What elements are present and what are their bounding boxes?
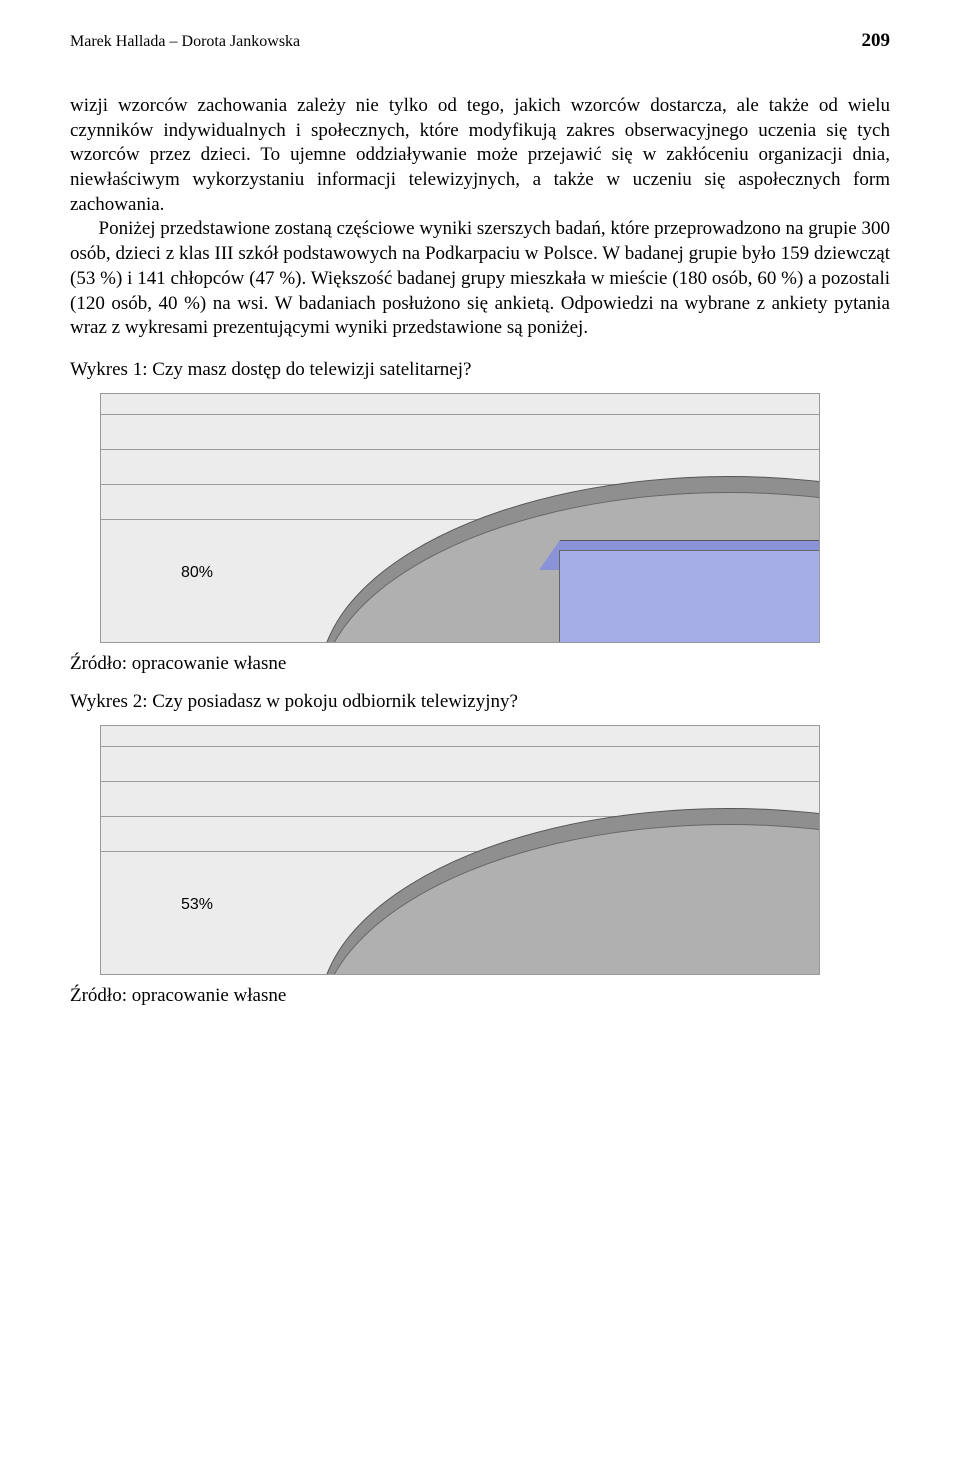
chart-gridline (101, 449, 819, 450)
header-authors: Marek Hallada – Dorota Jankowska (70, 33, 300, 51)
chart2-source: Źródło: opracowanie własne (70, 985, 890, 1007)
header-page-number: 209 (862, 30, 891, 52)
chart2-figure: 53% (100, 725, 820, 975)
chart1-figure: 80% (100, 393, 820, 643)
chart2-title: Wykres 2: Czy posiadasz w pokoju odbiorn… (70, 691, 890, 713)
page-header: Marek Hallada – Dorota Jankowska 209 (70, 30, 890, 52)
body-paragraph: wizji wzorców zachowania zależy nie tylk… (70, 94, 890, 341)
chart1-title: Wykres 1: Czy masz dostęp do telewizji s… (70, 359, 890, 381)
chart1-wedge (559, 550, 819, 642)
chart-gridline (101, 414, 819, 415)
chart-gridline (101, 746, 819, 747)
chart-gridline (101, 781, 819, 782)
chart2-value-label: 53% (181, 896, 213, 914)
chart1-source: Źródło: opracowanie własne (70, 653, 890, 675)
chart1-value-label: 80% (181, 564, 213, 582)
